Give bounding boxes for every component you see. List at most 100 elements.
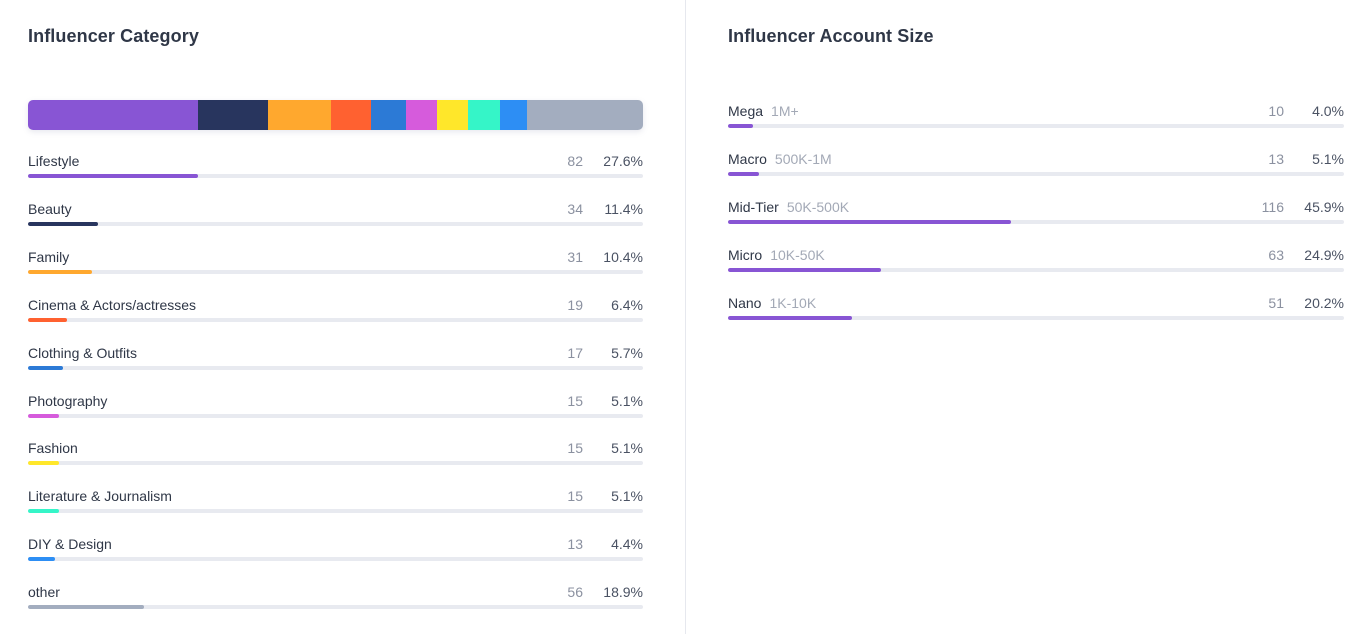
account-size-tier: Macro <box>728 151 767 167</box>
account-size-row: Macro 500K-1M 13 5.1% <box>728 151 1344 181</box>
category-percent: 11.4% <box>604 200 643 217</box>
category-count: 82 <box>567 153 583 169</box>
category-row: Fashion 15 5.1% <box>28 440 643 470</box>
category-progress-fill <box>28 221 99 226</box>
category-progress-track <box>28 221 643 226</box>
account-size-count: 63 <box>1268 247 1284 263</box>
category-count: 56 <box>567 584 583 601</box>
stacked-bar-segment <box>526 100 643 130</box>
account-size-progress-track <box>728 172 1344 176</box>
account-size-count: 51 <box>1268 295 1284 311</box>
category-progress-track <box>28 461 643 466</box>
stacked-bar-segment <box>468 100 500 130</box>
category-count: 15 <box>567 488 583 505</box>
stacked-bar-segment <box>437 100 469 130</box>
category-label: Family <box>28 248 70 265</box>
panel-divider <box>685 0 686 634</box>
category-percent: 5.1% <box>611 440 643 457</box>
category-progress-track <box>28 605 643 610</box>
stacked-bar-segment <box>499 100 527 130</box>
account-size-count: 10 <box>1268 103 1284 119</box>
category-percent: 10.4% <box>603 248 643 265</box>
account-size-row: Nano 1K-10K 51 20.2% <box>728 295 1344 325</box>
category-count: 19 <box>567 296 583 313</box>
account-size-progress-fill <box>728 124 753 128</box>
account-size-count: 116 <box>1261 199 1284 215</box>
account-size-progress-track <box>728 124 1344 128</box>
influencer-account-size-panel: Influencer Account Size Mega 1M+ 10 4.0% Mac… <box>728 0 1344 634</box>
category-row: Literature & Journalism 15 5.1% <box>28 488 643 518</box>
account-size-progress-track <box>728 316 1344 320</box>
category-percent: 27.6% <box>603 153 643 169</box>
category-progress-fill <box>28 605 145 610</box>
category-count: 31 <box>567 248 583 265</box>
category-progress-fill <box>28 317 68 322</box>
stacked-bar-segment <box>28 100 198 130</box>
category-row: Clothing & Outfits 17 5.7% <box>28 345 643 375</box>
account-size-range: 1K-10K <box>769 295 817 311</box>
category-row: other 56 18.9% <box>28 584 643 614</box>
category-count: 15 <box>567 440 583 457</box>
account-size-tier: Mega <box>728 103 764 119</box>
account-size-count: 13 <box>1268 151 1284 167</box>
category-label: Cinema & Actors/actresses <box>28 296 197 313</box>
category-row: Photography 15 5.1% <box>28 393 643 423</box>
category-count: 34 <box>567 200 583 217</box>
influencer-category-panel: Influencer Category Lifestyle 82 27.6% Beau… <box>28 0 643 634</box>
category-label: Literature & Journalism <box>28 488 172 505</box>
account-size-row: Mid-Tier 50K-500K 116 45.9% <box>728 199 1344 229</box>
account-size-range: 10K-50K <box>770 247 825 263</box>
account-size-progress-fill <box>728 268 882 272</box>
category-progress-fill <box>28 509 60 514</box>
category-progress-fill <box>28 269 92 274</box>
account-size-percent: 24.9% <box>1304 247 1344 263</box>
category-progress-track <box>28 365 643 370</box>
account-size-range: 1M+ <box>771 103 799 119</box>
category-label: Fashion <box>28 440 78 457</box>
category-percent: 6.4% <box>611 296 643 313</box>
category-progress-track <box>28 317 643 322</box>
category-percent: 5.7% <box>611 344 643 361</box>
category-label: DIY & Design <box>28 536 112 553</box>
influencer-category-title: Influencer Category <box>28 26 199 46</box>
category-row: DIY & Design 13 4.4% <box>28 536 643 566</box>
account-size-label: Mid-Tier 50K-500K <box>728 199 849 215</box>
stacked-bar-segment <box>331 100 371 130</box>
account-size-tier: Mid-Tier <box>728 199 779 215</box>
category-label: Beauty <box>28 200 72 217</box>
category-row: Lifestyle 82 27.6% <box>28 153 643 183</box>
account-size-percent: 20.2% <box>1304 295 1344 311</box>
account-size-tier: Micro <box>728 247 763 263</box>
category-label: other <box>28 584 60 601</box>
category-percent: 4.4% <box>611 536 643 553</box>
account-size-label: Micro 10K-50K <box>728 247 825 263</box>
category-row: Beauty 34 11.4% <box>28 201 643 231</box>
category-progress-fill <box>28 174 198 178</box>
account-size-progress-track <box>728 268 1344 272</box>
category-label: Lifestyle <box>28 153 80 169</box>
category-percent: 5.1% <box>611 488 643 505</box>
account-size-tier: Nano <box>728 295 762 311</box>
category-label: Clothing & Outfits <box>28 344 137 361</box>
account-size-progress-fill <box>728 316 853 320</box>
stacked-bar-segment <box>267 100 332 130</box>
category-progress-fill <box>28 557 56 562</box>
account-size-range: 50K-500K <box>786 199 850 215</box>
influencer-account-size-title: Influencer Account Size <box>728 26 934 46</box>
category-progress-track <box>28 174 643 178</box>
category-label: Photography <box>28 392 108 409</box>
account-size-row: Micro 10K-50K 63 24.9% <box>728 247 1344 277</box>
category-count: 13 <box>567 536 583 553</box>
account-size-label: Macro 500K-1M <box>728 151 832 167</box>
category-row: Family 31 10.4% <box>28 249 643 279</box>
category-progress-fill <box>28 365 64 370</box>
stacked-bar-segment <box>370 100 406 130</box>
account-size-range: 500K-1M <box>774 151 832 167</box>
stacked-bar-segment <box>197 100 268 130</box>
category-progress-fill <box>28 413 60 418</box>
category-progress-track <box>28 269 643 274</box>
account-size-percent: 45.9% <box>1304 199 1344 215</box>
account-size-progress-fill <box>728 172 760 176</box>
category-count: 15 <box>567 392 583 409</box>
category-stacked-bar <box>28 100 643 130</box>
